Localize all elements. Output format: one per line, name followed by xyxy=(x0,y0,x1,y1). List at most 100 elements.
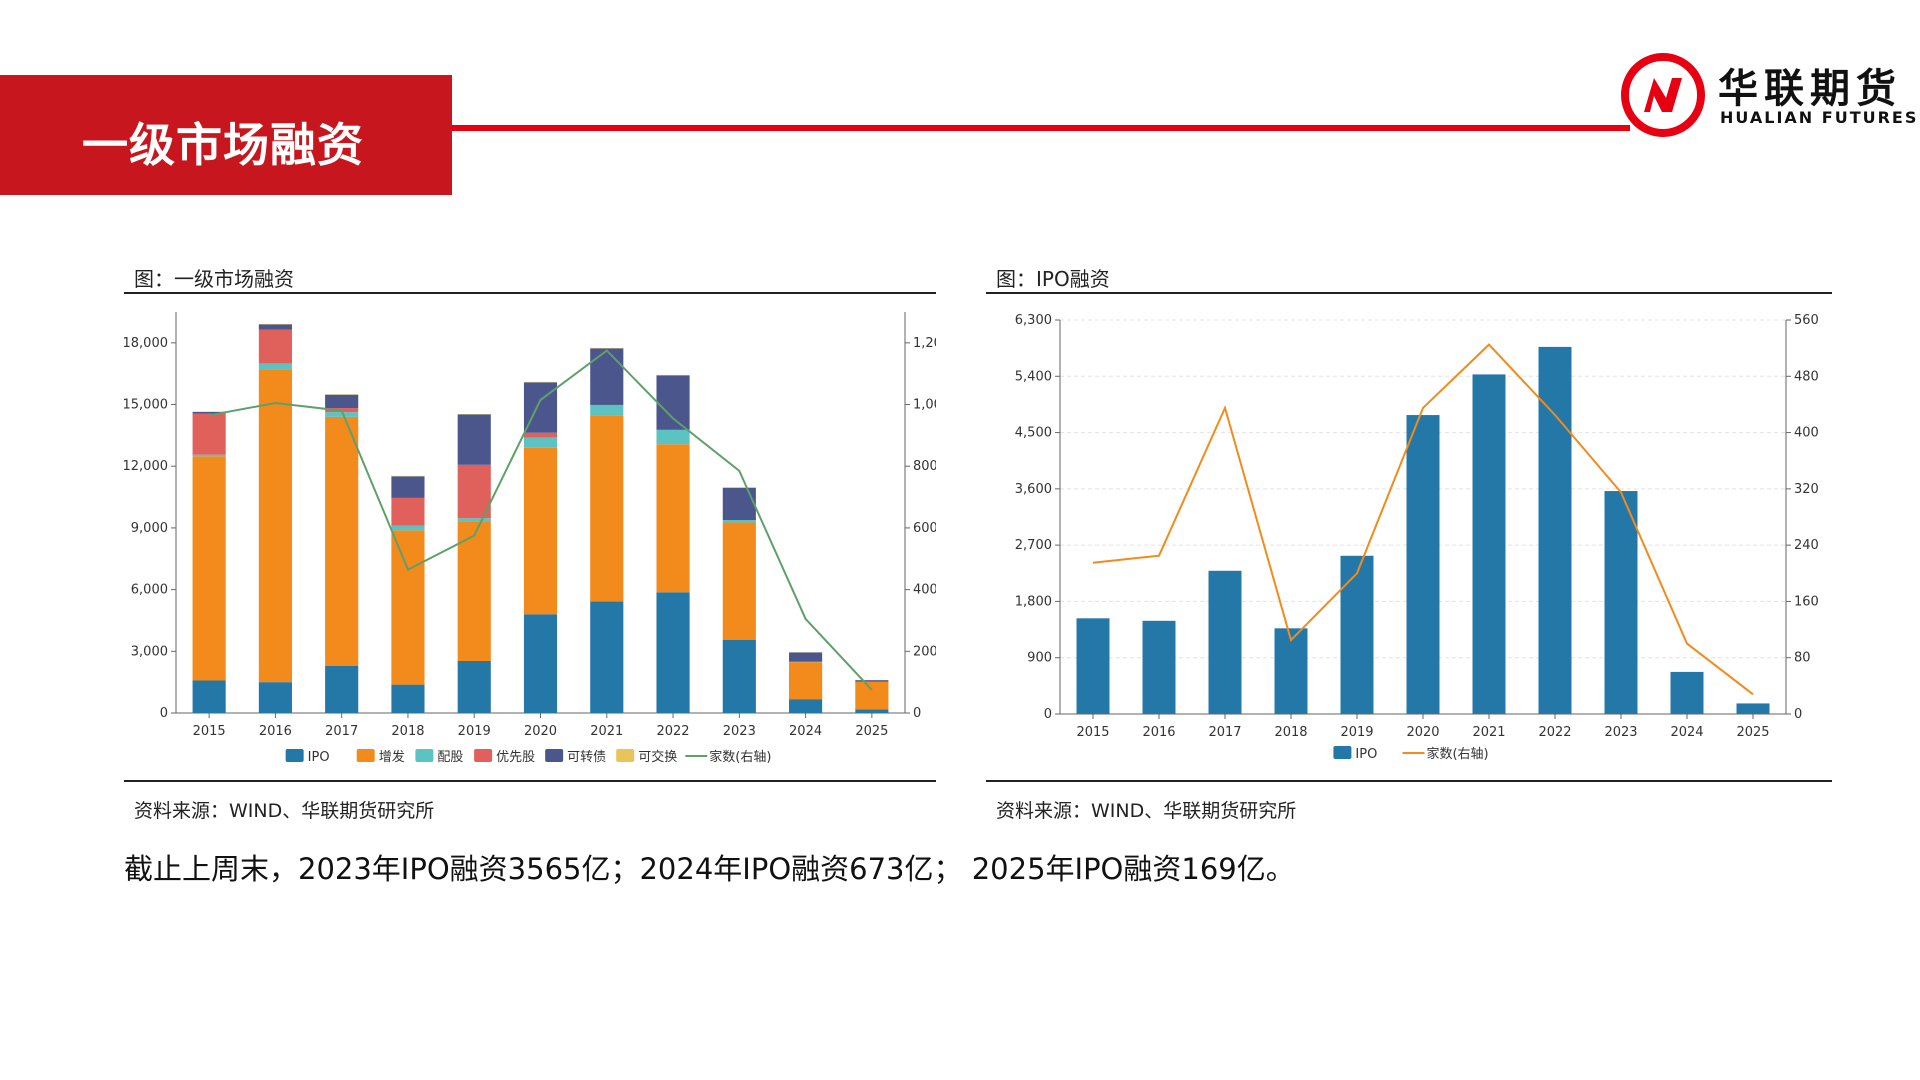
legend-label: IPO xyxy=(308,750,330,765)
y2-tick-label: 600 xyxy=(913,521,936,536)
bar-segment xyxy=(192,411,226,414)
bar-segment xyxy=(258,329,292,364)
logo-name-en: HUALIAN FUTURES xyxy=(1720,108,1919,127)
chart-title: 图：IPO融资 xyxy=(996,267,1110,291)
y2-tick-label: 1,000 xyxy=(913,398,936,413)
bar-segment xyxy=(722,522,756,640)
ipo-financing-chart: 0 900 1,800 2,700 3,600 4,500 5,400 6,300 0 80 160… xyxy=(1015,313,1819,762)
legend-swatch xyxy=(415,749,434,762)
y2-tick-label: 800 xyxy=(913,459,936,474)
x-tick-label: 2024 xyxy=(789,724,822,739)
legend-label: 可交换 xyxy=(638,749,677,765)
bar-segment xyxy=(391,684,425,713)
bar-segment xyxy=(1274,628,1308,714)
bar-segment xyxy=(1538,346,1572,714)
x-tick-label: 2019 xyxy=(1340,725,1373,740)
y2-tick-label: 320 xyxy=(1794,482,1819,497)
bar-segment xyxy=(789,662,823,700)
bar-segment xyxy=(656,444,690,593)
bar-segment xyxy=(258,369,292,683)
bar-segment xyxy=(325,394,359,409)
bar-segment xyxy=(656,592,690,713)
x-tick-label: 2023 xyxy=(723,724,756,739)
x-tick-label: 2022 xyxy=(656,724,689,739)
x-tick-label: 2020 xyxy=(1406,725,1439,740)
legend-label: 家数(右轴) xyxy=(1426,746,1488,762)
data-source-right: 资料来源：WIND、华联期货研究所 xyxy=(996,800,1297,822)
y-tick-label: 3,600 xyxy=(1015,482,1052,497)
bar-segment xyxy=(523,432,558,438)
bar-segment xyxy=(391,476,425,498)
left-chart-panel: 图：一级市场融资 xyxy=(124,263,936,823)
bar-segment xyxy=(523,437,558,448)
y2-tick-label: 560 xyxy=(1794,313,1819,328)
count-line xyxy=(1092,343,1754,696)
bar-segment xyxy=(789,699,823,713)
x-tick-label: 2022 xyxy=(1538,725,1571,740)
logo-name-cn: 华联期货 xyxy=(1718,66,1902,112)
bar-segment xyxy=(192,680,226,713)
bar-segment xyxy=(855,681,889,710)
y2-tick-label: 200 xyxy=(913,644,936,659)
company-logo: 华联期货 HUALIAN FUTURES xyxy=(1618,50,1916,140)
y-tick-label: 9,000 xyxy=(131,521,168,536)
y2-tick-label: 400 xyxy=(913,583,936,598)
legend-swatch xyxy=(474,749,493,762)
bar-segment xyxy=(258,324,292,330)
bar-segment xyxy=(391,497,425,526)
y-tick-label: 6,300 xyxy=(1015,313,1052,328)
bar-segment xyxy=(656,375,690,430)
chart-title: 图：一级市场融资 xyxy=(134,267,294,291)
y-tick-label: 900 xyxy=(1027,651,1052,666)
bar-segment xyxy=(258,363,292,370)
bar-segment xyxy=(523,614,558,713)
primary-market-financing-chart: 0 3,000 6,000 9,000 12,000 15,000 18,000 0 200 40… xyxy=(124,312,936,765)
y2-tick-label: 0 xyxy=(1794,707,1802,722)
right-chart-panel: 图：IPO融资 xyxy=(986,263,1832,823)
x-tick-label: 2023 xyxy=(1604,725,1637,740)
legend-label: IPO xyxy=(1355,747,1377,762)
y2-tick-label: 240 xyxy=(1794,538,1819,553)
legend-swatch xyxy=(285,749,304,762)
bar-segment xyxy=(1670,671,1704,714)
bar-segment xyxy=(457,464,491,519)
legend-label: 可转债 xyxy=(567,750,606,765)
x-tick-label: 2015 xyxy=(193,724,226,739)
y2-tick-label: 480 xyxy=(1794,369,1819,384)
bar-segment xyxy=(656,429,690,445)
y-tick-label: 1,800 xyxy=(1015,594,1052,609)
bar-segment xyxy=(258,682,292,713)
x-tick-label: 2019 xyxy=(458,724,491,739)
legend-swatch xyxy=(545,749,564,762)
x-tick-label: 2024 xyxy=(1670,725,1703,740)
x-tick-label: 2015 xyxy=(1076,725,1109,740)
bar-segment xyxy=(590,601,624,713)
bar-segment xyxy=(391,530,425,685)
bar-segment xyxy=(457,521,491,661)
x-tick-label: 2018 xyxy=(1274,725,1307,740)
x-tick-label: 2025 xyxy=(855,724,888,739)
title-underline xyxy=(452,125,1630,131)
legend-label: 优先股 xyxy=(496,750,535,765)
y-tick-label: 6,000 xyxy=(131,583,168,598)
x-tick-label: 2016 xyxy=(1142,725,1175,740)
bar-segment xyxy=(457,414,491,465)
bar-segment xyxy=(325,412,359,417)
legend-label: 家数(右轴) xyxy=(709,749,771,765)
legend-label: 配股 xyxy=(437,750,463,765)
x-tick-label: 2017 xyxy=(325,724,358,739)
y-tick-label: 0 xyxy=(1044,707,1052,722)
bar-segment xyxy=(192,456,226,681)
data-source-left: 资料来源：WIND、华联期货研究所 xyxy=(134,800,435,822)
title-banner: 一级市场融资 xyxy=(0,75,452,195)
bar-segment xyxy=(1472,374,1506,714)
bar-segment xyxy=(1142,620,1176,714)
bar-segment xyxy=(590,415,624,602)
right-chart-top-rule xyxy=(986,292,1832,294)
bar-segment xyxy=(1736,703,1770,714)
legend-swatch xyxy=(356,749,375,762)
page-title: 一级市场融资 xyxy=(82,118,364,172)
y-tick-label: 3,000 xyxy=(131,644,168,659)
y-tick-label: 4,500 xyxy=(1015,426,1052,441)
legend-label: 增发 xyxy=(379,749,405,765)
